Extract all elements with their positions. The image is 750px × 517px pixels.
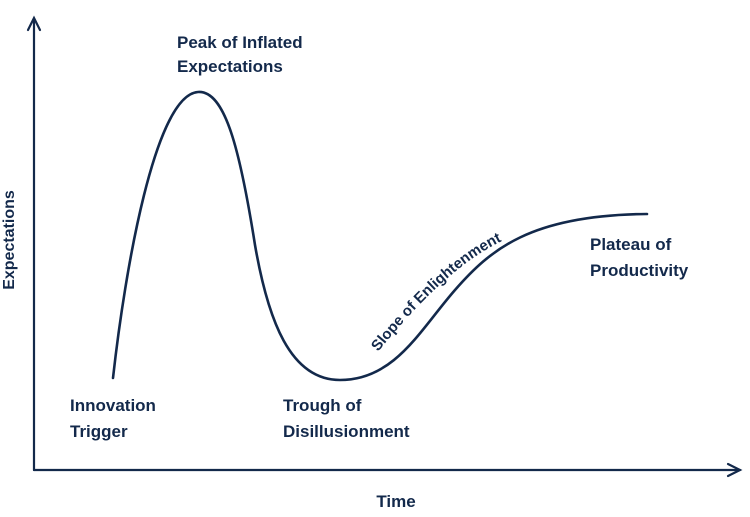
label-slope: Slope of Enlightenment — [368, 229, 504, 354]
x-axis-arrowhead — [726, 462, 743, 478]
hype-curve — [111, 90, 649, 382]
x-axis-title: Time — [376, 492, 415, 511]
axes — [26, 15, 743, 478]
svg-text:Disillusionment: Disillusionment — [283, 422, 410, 441]
label-innovation-trigger: Innovation Trigger — [70, 396, 156, 441]
svg-text:Plateau of: Plateau of — [590, 235, 672, 254]
svg-text:Innovation: Innovation — [70, 396, 156, 415]
svg-text:Trough of: Trough of — [283, 396, 362, 415]
svg-text:Trigger: Trigger — [70, 422, 128, 441]
label-peak: Peak of Inflated Expectations — [177, 33, 303, 76]
slope-label-text: Slope of Enlightenment — [368, 229, 504, 354]
svg-text:Productivity: Productivity — [590, 261, 689, 280]
y-axis-arrowhead — [26, 15, 42, 32]
svg-text:Peak of Inflated: Peak of Inflated — [177, 33, 303, 52]
y-axis-title: Expectations — [1, 190, 18, 290]
slope-label-guide — [378, 214, 564, 352]
label-trough: Trough of Disillusionment — [283, 396, 410, 441]
label-plateau: Plateau of Productivity — [590, 235, 689, 280]
svg-text:Expectations: Expectations — [177, 57, 283, 76]
